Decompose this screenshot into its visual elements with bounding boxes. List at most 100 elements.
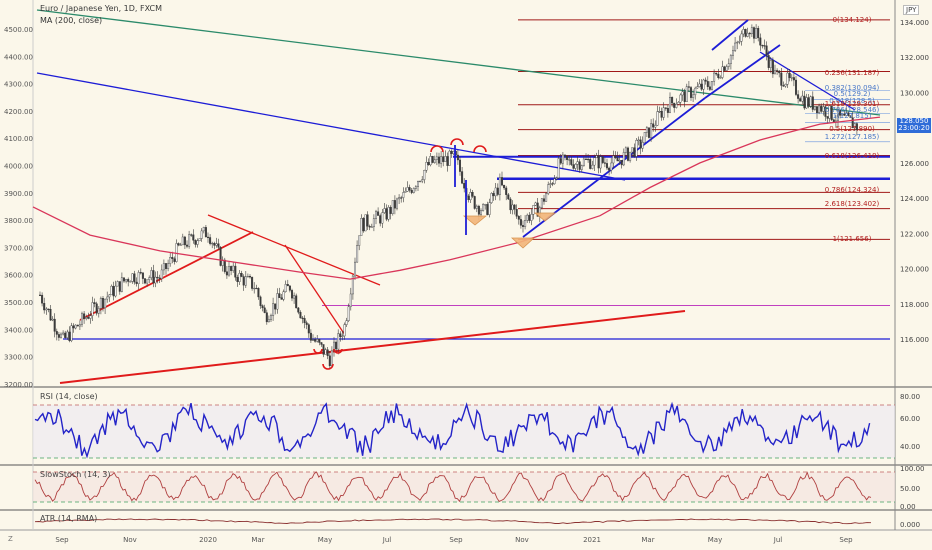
rsi-title[interactable]: RSI (14, close) [40, 392, 98, 401]
candle-body [112, 285, 115, 297]
candle-body [442, 156, 445, 162]
stoch-line [34, 471, 872, 503]
candle-body [244, 276, 247, 286]
candle-body [377, 211, 380, 216]
candle-body [847, 112, 850, 116]
candle-body [60, 333, 63, 338]
candle-body [242, 276, 245, 286]
candle-body [708, 86, 711, 90]
candle-body [272, 303, 275, 316]
candle-body [431, 156, 434, 163]
candle-body [606, 163, 609, 169]
candle-body [127, 279, 130, 282]
candle-body [826, 116, 829, 119]
candle-body [490, 193, 493, 203]
trend-line [207, 214, 381, 286]
candle-body [72, 325, 75, 329]
left-tick-label: 4100.00 [4, 135, 33, 143]
candle-body [204, 227, 207, 238]
candle-body [484, 204, 487, 206]
candle-body [545, 193, 548, 202]
candle-body [750, 27, 753, 35]
zoom-reset-button[interactable]: Z [8, 535, 13, 543]
left-tick-label: 4300.00 [4, 81, 33, 89]
stoch-title[interactable]: SlowStoch (14, 3) [40, 470, 111, 479]
candle-body [530, 214, 533, 221]
candle-body [729, 55, 732, 64]
candle-body [811, 96, 814, 110]
candle-body [578, 161, 581, 170]
price-tick-label: 118.000 [900, 301, 929, 309]
candle-body [851, 117, 854, 129]
candle-body [666, 108, 669, 113]
candle-body [318, 339, 321, 343]
candle-body [482, 204, 485, 211]
candle-body [427, 162, 430, 166]
candle-body [742, 29, 745, 35]
candle-body [803, 95, 806, 109]
candle-body [532, 205, 535, 215]
time-tick-label: Sep [449, 536, 463, 544]
candle-body [51, 318, 54, 321]
candle-body [633, 147, 636, 157]
candle-body [536, 202, 539, 217]
candle-body [627, 147, 630, 161]
candle-body [813, 106, 816, 110]
candle-body [398, 197, 401, 200]
candle-body [286, 284, 289, 287]
candle-body [446, 156, 449, 166]
ma-indicator-label[interactable]: MA (200, close) [40, 16, 102, 25]
candle-body [652, 123, 655, 128]
candle-body [295, 295, 298, 309]
candle-body [641, 142, 644, 149]
candle-body [782, 85, 785, 87]
candle-body [763, 45, 766, 47]
atr-title[interactable]: ATR (14, RMA) [40, 514, 98, 523]
candle-body [282, 291, 285, 300]
trend-line [759, 51, 856, 111]
candle-body [807, 97, 810, 107]
candle-body [580, 165, 583, 170]
candle-body [345, 320, 348, 325]
candle-body [715, 72, 718, 75]
candle-body [818, 105, 821, 114]
candle-body [293, 295, 296, 299]
candle-body [215, 243, 218, 246]
candle-body [557, 158, 560, 179]
candle-body [328, 355, 331, 367]
candle-body [683, 91, 686, 102]
candle-body [169, 257, 172, 264]
left-tick-label: 3300.00 [4, 354, 33, 362]
descending-trendline [36, 72, 626, 181]
candle-body [786, 72, 789, 85]
candle-body [713, 72, 716, 82]
currency-unit-label[interactable]: JPY [903, 5, 920, 15]
candle-body [576, 161, 579, 165]
last-price-badge: 128.050 23:00:20 [897, 118, 931, 133]
stoch-tick-label: 0.00 [900, 503, 916, 511]
candle-body [618, 160, 621, 162]
candle-body [351, 275, 354, 295]
candle-body [423, 170, 426, 180]
candle-body [78, 324, 81, 327]
candle-body [158, 277, 161, 279]
candle-body [213, 242, 216, 246]
candle-body [152, 270, 155, 284]
candle-body [236, 277, 239, 282]
candle-body [288, 285, 291, 291]
last-price: 128.050 [899, 117, 929, 125]
candle-body [278, 293, 281, 298]
candle-body [450, 150, 453, 154]
candle-body [694, 87, 697, 96]
candle-body [299, 312, 302, 319]
candle-body [599, 156, 602, 169]
candle-body [366, 214, 369, 227]
candle-body [629, 151, 632, 161]
candle-body [612, 155, 615, 164]
candle-body [101, 297, 104, 309]
candle-body [677, 102, 680, 105]
candle-body [841, 113, 844, 116]
candle-body [177, 243, 180, 246]
candle-body [234, 265, 237, 278]
